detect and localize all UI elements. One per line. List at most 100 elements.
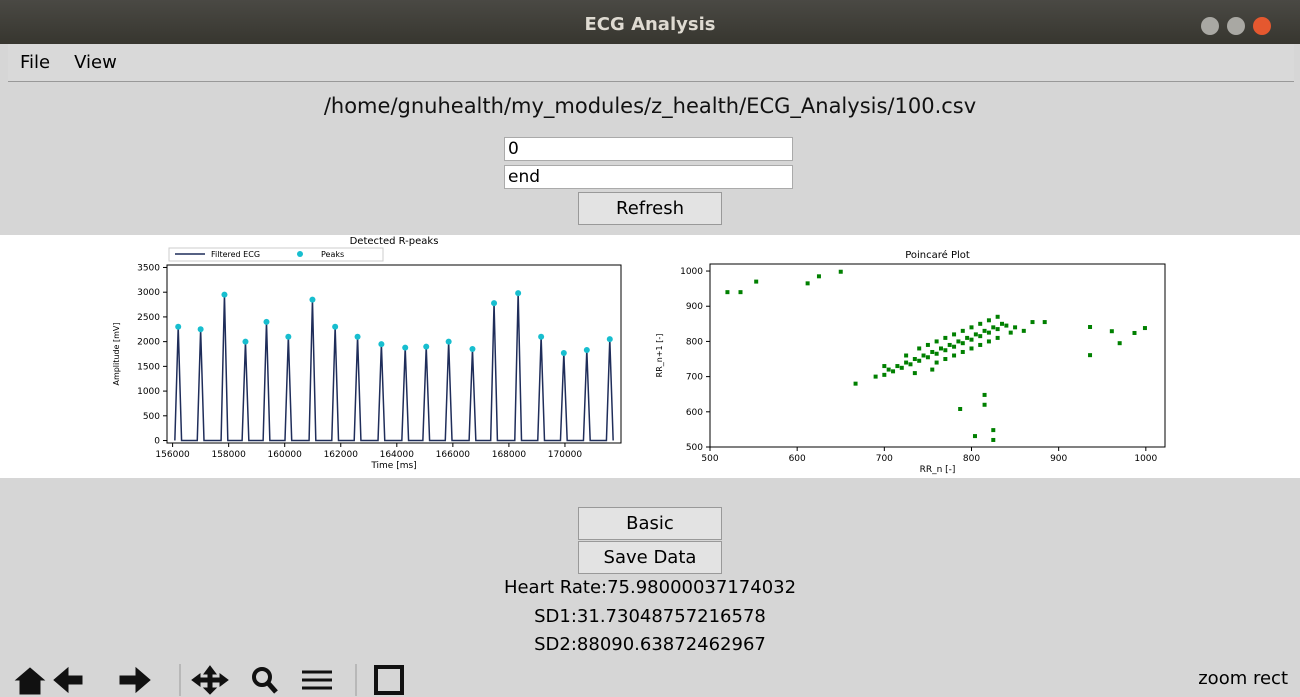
point bbox=[853, 381, 858, 386]
window-controls[interactable] bbox=[1200, 14, 1286, 38]
point bbox=[816, 274, 821, 279]
y-tick-label: 800 bbox=[686, 337, 703, 347]
point bbox=[754, 279, 759, 284]
legend-swatch bbox=[297, 251, 303, 257]
point bbox=[1088, 353, 1093, 358]
x-tick-label: 900 bbox=[1050, 454, 1067, 464]
home-tool[interactable] bbox=[14, 667, 46, 695]
point bbox=[969, 325, 974, 330]
y-tick-label: 500 bbox=[143, 412, 160, 422]
point bbox=[921, 353, 926, 358]
point bbox=[242, 338, 249, 345]
plot-area bbox=[166, 264, 622, 444]
point bbox=[491, 300, 498, 307]
x-tick-label: 168000 bbox=[492, 450, 527, 460]
menu-bar: File View bbox=[8, 44, 1294, 82]
y-tick-label: 3000 bbox=[137, 288, 160, 298]
point bbox=[934, 351, 939, 356]
basic-button[interactable]: Basic bbox=[578, 507, 722, 540]
refresh-button[interactable]: Refresh bbox=[578, 192, 722, 225]
end-input[interactable]: end bbox=[504, 165, 793, 189]
point bbox=[973, 332, 978, 337]
point bbox=[917, 358, 922, 363]
point bbox=[1021, 328, 1026, 333]
x-tick-label: 160000 bbox=[268, 450, 303, 460]
legend-label: Filtered ECG bbox=[211, 250, 260, 259]
point bbox=[263, 318, 270, 325]
plot-area bbox=[709, 263, 1166, 448]
legend bbox=[168, 247, 384, 262]
point bbox=[986, 339, 991, 344]
status: zoom rect bbox=[1198, 668, 1288, 689]
point bbox=[1013, 325, 1018, 330]
point bbox=[469, 346, 476, 353]
y-tick-label: 600 bbox=[686, 408, 703, 418]
stat: SD2:88090.63872462967 bbox=[534, 634, 766, 655]
point bbox=[1030, 320, 1035, 325]
chart-title: Poincaré Plot bbox=[905, 249, 970, 261]
minimize[interactable] bbox=[1201, 17, 1219, 35]
back-tool[interactable] bbox=[53, 666, 83, 694]
point bbox=[1109, 329, 1114, 334]
point bbox=[402, 344, 409, 351]
point bbox=[904, 360, 909, 365]
y-tick-label: 0 bbox=[154, 437, 160, 447]
x-tick-label: 162000 bbox=[324, 450, 359, 460]
title-bar: ECG Analysis bbox=[0, 0, 1300, 44]
point bbox=[560, 350, 567, 357]
zoom-tool[interactable] bbox=[252, 667, 272, 687]
point bbox=[995, 335, 1000, 340]
point bbox=[882, 364, 887, 369]
point bbox=[917, 346, 922, 351]
point bbox=[445, 338, 452, 345]
point bbox=[1004, 323, 1009, 328]
x-tick-label: 170000 bbox=[548, 450, 583, 460]
y-tick-label: 1000 bbox=[680, 267, 703, 277]
point bbox=[1042, 320, 1047, 325]
point bbox=[332, 323, 339, 330]
point bbox=[991, 325, 996, 330]
point bbox=[354, 333, 361, 340]
point bbox=[943, 348, 948, 353]
point bbox=[891, 369, 896, 374]
point bbox=[538, 333, 545, 340]
point bbox=[1000, 321, 1005, 326]
x-tick-label: 800 bbox=[963, 454, 980, 464]
x-axis-label: Time [ms] bbox=[370, 461, 416, 471]
point bbox=[1117, 341, 1122, 346]
maximize[interactable] bbox=[1227, 17, 1245, 35]
y-tick-label: 500 bbox=[686, 443, 703, 453]
point bbox=[1132, 330, 1137, 335]
point bbox=[930, 349, 935, 354]
point bbox=[925, 342, 930, 347]
point bbox=[873, 374, 878, 379]
forward-tool[interactable] bbox=[119, 666, 151, 694]
point bbox=[912, 371, 917, 376]
point bbox=[908, 362, 913, 367]
x-axis-label: RR_n [-] bbox=[920, 465, 956, 475]
point bbox=[175, 323, 182, 330]
y-tick-label: 900 bbox=[686, 302, 703, 312]
point bbox=[882, 372, 887, 377]
pan-tool[interactable] bbox=[191, 665, 229, 695]
point bbox=[958, 406, 963, 411]
point bbox=[969, 346, 974, 351]
start-input[interactable]: 0 bbox=[504, 137, 793, 161]
save-tool[interactable] bbox=[374, 665, 404, 695]
save-button[interactable]: Save Data bbox=[578, 541, 722, 574]
x-tick-label: 500 bbox=[701, 454, 718, 464]
point bbox=[960, 328, 965, 333]
x-tick-label: 166000 bbox=[436, 450, 471, 460]
x-tick-label: 1000 bbox=[1134, 454, 1157, 464]
menu-item[interactable]: File bbox=[20, 52, 51, 73]
point bbox=[943, 335, 948, 340]
y-tick-label: 1500 bbox=[137, 362, 160, 372]
point bbox=[978, 334, 983, 339]
config-tool[interactable] bbox=[302, 670, 332, 690]
point bbox=[960, 341, 965, 346]
x-tick-label: 156000 bbox=[155, 450, 190, 460]
ecg-line bbox=[174, 293, 614, 442]
menu-item[interactable]: View bbox=[74, 52, 117, 73]
point bbox=[952, 353, 957, 358]
close[interactable] bbox=[1253, 17, 1271, 35]
